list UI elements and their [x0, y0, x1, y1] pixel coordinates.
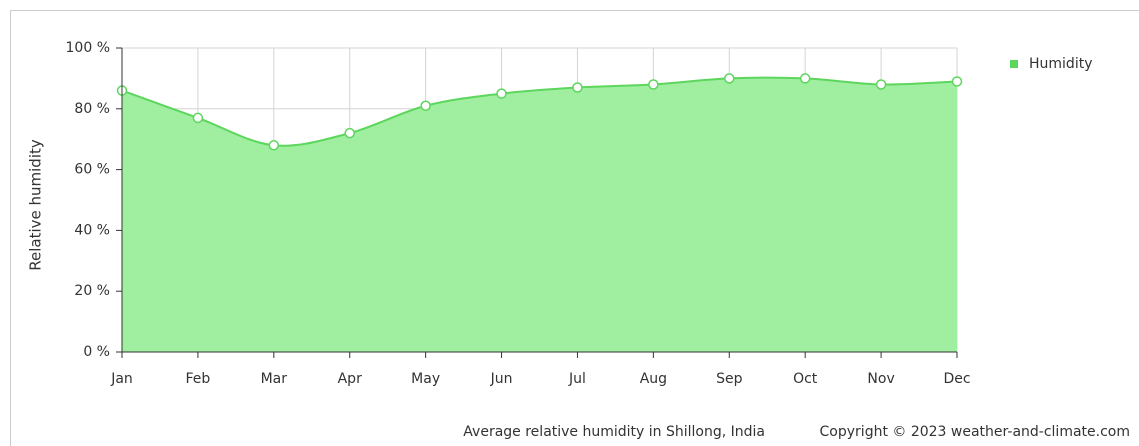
x-tick-label: Oct — [793, 371, 818, 387]
point — [420, 100, 431, 112]
point — [268, 140, 280, 151]
x-tick-label: Feb — [186, 371, 211, 387]
legend-swatch — [1010, 60, 1018, 68]
chart-frame — [10, 10, 1139, 446]
y-tick-label: 60 % — [74, 162, 110, 178]
y-tick-label: 0 % — [83, 344, 110, 360]
y-axis-label: Relative humidity — [27, 139, 45, 271]
point — [572, 82, 583, 93]
point — [496, 88, 507, 99]
area — [122, 77, 957, 352]
y-tick-label: 80 % — [74, 101, 110, 117]
y-tick-label: 40 % — [74, 222, 110, 238]
x-tick-label: Apr — [338, 371, 362, 387]
y-tick-label: 20 % — [74, 283, 110, 299]
x-tick-label: Jan — [110, 371, 133, 387]
point — [724, 73, 735, 84]
x-tick-label: Dec — [943, 371, 970, 387]
caption: Average relative humidity in Shillong, I… — [463, 424, 765, 440]
x-tick-label: Aug — [640, 371, 667, 387]
x-tick-label: May — [411, 371, 440, 387]
point — [799, 73, 811, 84]
legend-label: Humidity — [1029, 56, 1092, 72]
x-tick-label: Sep — [716, 371, 743, 387]
credit: Copyright © 2023 weather-and-climate.com — [820, 424, 1130, 440]
x-tick-label: Nov — [867, 371, 894, 387]
point — [875, 79, 887, 90]
point — [192, 112, 204, 124]
x-tick-label: Jun — [490, 371, 513, 387]
point — [648, 79, 659, 90]
x-tick-label: Mar — [261, 371, 288, 387]
point — [951, 76, 963, 87]
point — [344, 127, 355, 139]
x-tick-label: Jul — [568, 371, 586, 387]
y-tick-label: 100 % — [66, 40, 110, 56]
